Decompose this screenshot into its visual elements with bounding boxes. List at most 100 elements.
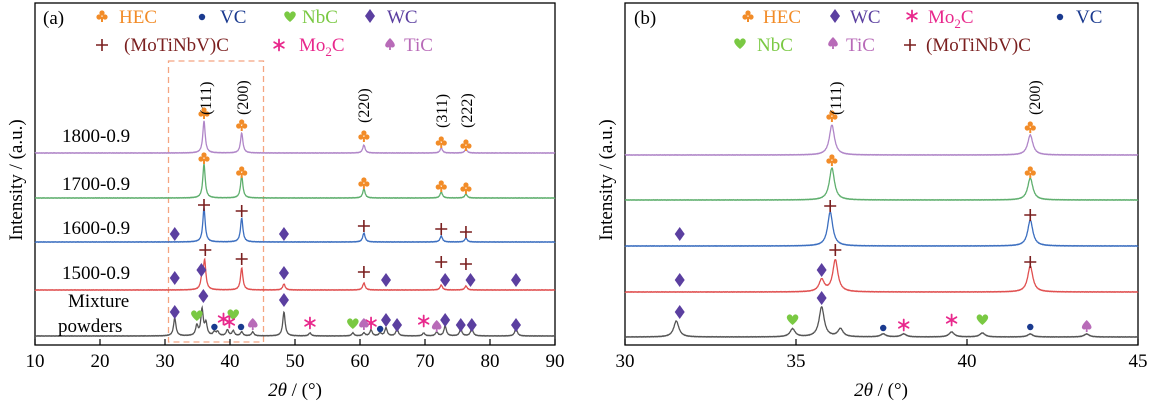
hkl-222-a: (222): [459, 93, 476, 128]
phase-marker: [898, 318, 910, 332]
curves-a: [34, 120, 556, 338]
x-ticks-a: 10 20 30 40 50 60 70 80 90: [26, 339, 565, 372]
x-tick-label: 50: [286, 351, 305, 372]
phase-marker: [816, 263, 827, 277]
xrd-curve: [34, 207, 556, 244]
phase-marker: [1024, 121, 1036, 133]
hkl-111-a: (111): [198, 82, 215, 115]
sample-label-1500: 1500-0.9: [62, 263, 130, 284]
xrd-curve: [624, 211, 1139, 248]
phase-marker: [1023, 255, 1038, 269]
xrd-curve: [624, 305, 1139, 339]
x-tick-label: 40: [958, 351, 977, 372]
panel-b-frame: [624, 2, 1139, 346]
legend-b-wc-icon: [830, 9, 840, 23]
phase-marker: [976, 314, 989, 325]
panel-a-label: (a): [43, 8, 64, 29]
phase-marker: [460, 139, 472, 151]
phase-marker: [278, 266, 289, 280]
sample-label-mixture-2: powders: [58, 316, 122, 337]
hkl-311-a: (311): [434, 94, 451, 128]
phase-marker: [358, 177, 370, 189]
phase-marker: [459, 225, 473, 239]
phase-marker: [357, 219, 371, 233]
phase-marker: [1081, 320, 1092, 332]
x-tick-label: 35: [787, 351, 806, 372]
phase-marker: [466, 318, 477, 332]
x-tick-label: 80: [481, 351, 500, 372]
phase-marker: [381, 273, 391, 287]
legend-b-mo2c-icon: [906, 9, 918, 23]
legend-b-motinbvc-label: (MoTiNbV)C: [926, 35, 1031, 56]
hkl-labels-a: (111) (200) (220) (311) (222): [198, 80, 476, 128]
legend-motinbvc-icon: [95, 38, 109, 52]
phase-marker: [826, 154, 838, 166]
sample-label-1700: 1700-0.9: [62, 174, 130, 195]
legend-b-vc-icon: [1056, 13, 1064, 21]
phase-marker: [357, 265, 371, 279]
highlight-box: [167, 60, 265, 343]
phase-marker: [823, 199, 838, 213]
x-axis-label-a: 2θ / (°): [268, 380, 322, 401]
phase-marker: [358, 130, 370, 142]
legend-b-mo2c-label: Mo2C: [928, 7, 974, 31]
xrd-curve: [624, 166, 1139, 202]
x-ticks-b: 30 35 40 45: [616, 339, 1148, 372]
phase-marker: [786, 314, 799, 325]
sample-labels-a: 1800-0.9 1700-0.9 1600-0.9 1500-0.9 Mixt…: [58, 126, 130, 337]
legend-b-nbc-icon: [734, 38, 746, 49]
phase-marker: [435, 136, 447, 148]
legend-hec-icon: [96, 10, 108, 22]
legend-b-motinbvc-icon: [903, 38, 917, 52]
phase-marker: [169, 227, 180, 241]
sample-label-mixture-1: Mixture: [68, 291, 129, 312]
legend-vc-label: VC: [220, 7, 246, 28]
panel-b-label: (b): [634, 8, 656, 29]
x-tick-label: 90: [546, 351, 565, 372]
phase-marker: [198, 289, 209, 303]
phase-marker: [198, 243, 213, 257]
phase-marker: [278, 227, 289, 241]
phase-marker: [392, 318, 403, 332]
legend-b-nbc-label: NbC: [757, 35, 793, 56]
hkl-111-b: (111): [828, 82, 845, 115]
phase-marker: [465, 273, 476, 287]
curves-b: [624, 124, 1139, 339]
x-tick-label: 30: [616, 351, 635, 372]
y-axis-label-b: Intensity / (a.u.): [596, 119, 617, 240]
phase-marker: [234, 204, 249, 218]
phase-marker: [431, 320, 442, 332]
phase-marker: [511, 318, 521, 332]
phase-marker: [418, 314, 430, 328]
x-tick-label: 40: [221, 351, 240, 372]
markers-a: [169, 107, 521, 333]
panel-b: 30 35 40 45 (b) HEC WC Mo2C VC NbC TiC (MoT…: [596, 2, 1148, 401]
legend-b-wc-label: WC: [850, 7, 881, 28]
hkl-200-a: (200): [235, 80, 252, 115]
legend-vc-icon: [198, 13, 206, 21]
phase-marker: [169, 305, 180, 319]
xrd-curve: [34, 163, 556, 200]
legend-tic-icon: [385, 38, 395, 50]
phase-marker: [1023, 208, 1038, 222]
xrd-curve: [34, 120, 556, 155]
xrd-curve: [624, 124, 1139, 157]
x-tick-label: 10: [26, 351, 45, 372]
legend-b: HEC WC Mo2C VC NbC TiC (MoTiNbV)C: [734, 7, 1102, 56]
phase-marker: [880, 324, 887, 332]
x-axis-label-b: 2θ / (°): [854, 380, 908, 401]
phase-marker: [198, 152, 210, 164]
phase-marker: [381, 313, 391, 327]
legend-b-hec-label: HEC: [763, 7, 801, 28]
phase-marker: [816, 291, 827, 305]
phase-marker: [1024, 166, 1036, 178]
xrd-curve: [34, 305, 556, 338]
legend-b-tic-icon: [828, 37, 838, 49]
x-tick-label: 60: [351, 351, 370, 372]
phase-marker: [197, 198, 211, 212]
phase-marker: [237, 323, 245, 331]
phase-marker: [511, 273, 521, 287]
x-tick-label: 30: [156, 351, 175, 372]
phase-marker: [278, 293, 289, 307]
